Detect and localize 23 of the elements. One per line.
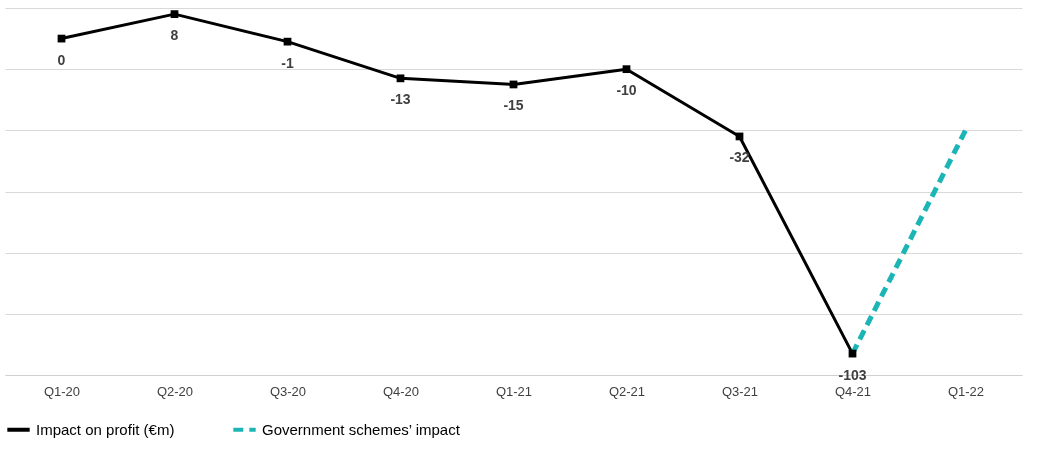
x-tick-label: Q3-21 [721, 383, 759, 399]
data-label: -13 [390, 91, 411, 108]
x-tick-label: Q3-20 [269, 383, 307, 399]
point [396, 74, 405, 83]
x-tick-label: Q1-21 [495, 383, 533, 399]
data-label: 8 [170, 27, 179, 44]
x-tick-label: Q4-21 [834, 383, 872, 399]
legend-label: Government schemes’ impact [262, 420, 461, 438]
x-tick-label: Q2-20 [156, 383, 194, 399]
data-label: -32 [729, 149, 750, 166]
x-tick-label: Q1-20 [43, 383, 81, 399]
x-tick-label: Q2-21 [608, 383, 646, 399]
x-tick-label: Q4-20 [382, 383, 420, 399]
data-label: -15 [503, 97, 524, 114]
x-tick-label: Q1-22 [947, 383, 985, 399]
data-label: -10 [616, 82, 637, 99]
data-label: -103 [838, 366, 867, 383]
data-label: 0 [57, 51, 66, 68]
point [283, 37, 292, 46]
data-label: -1 [281, 54, 294, 71]
point [170, 10, 179, 18]
legend-label: Impact on profit (€m) [36, 420, 175, 438]
point [622, 65, 631, 74]
